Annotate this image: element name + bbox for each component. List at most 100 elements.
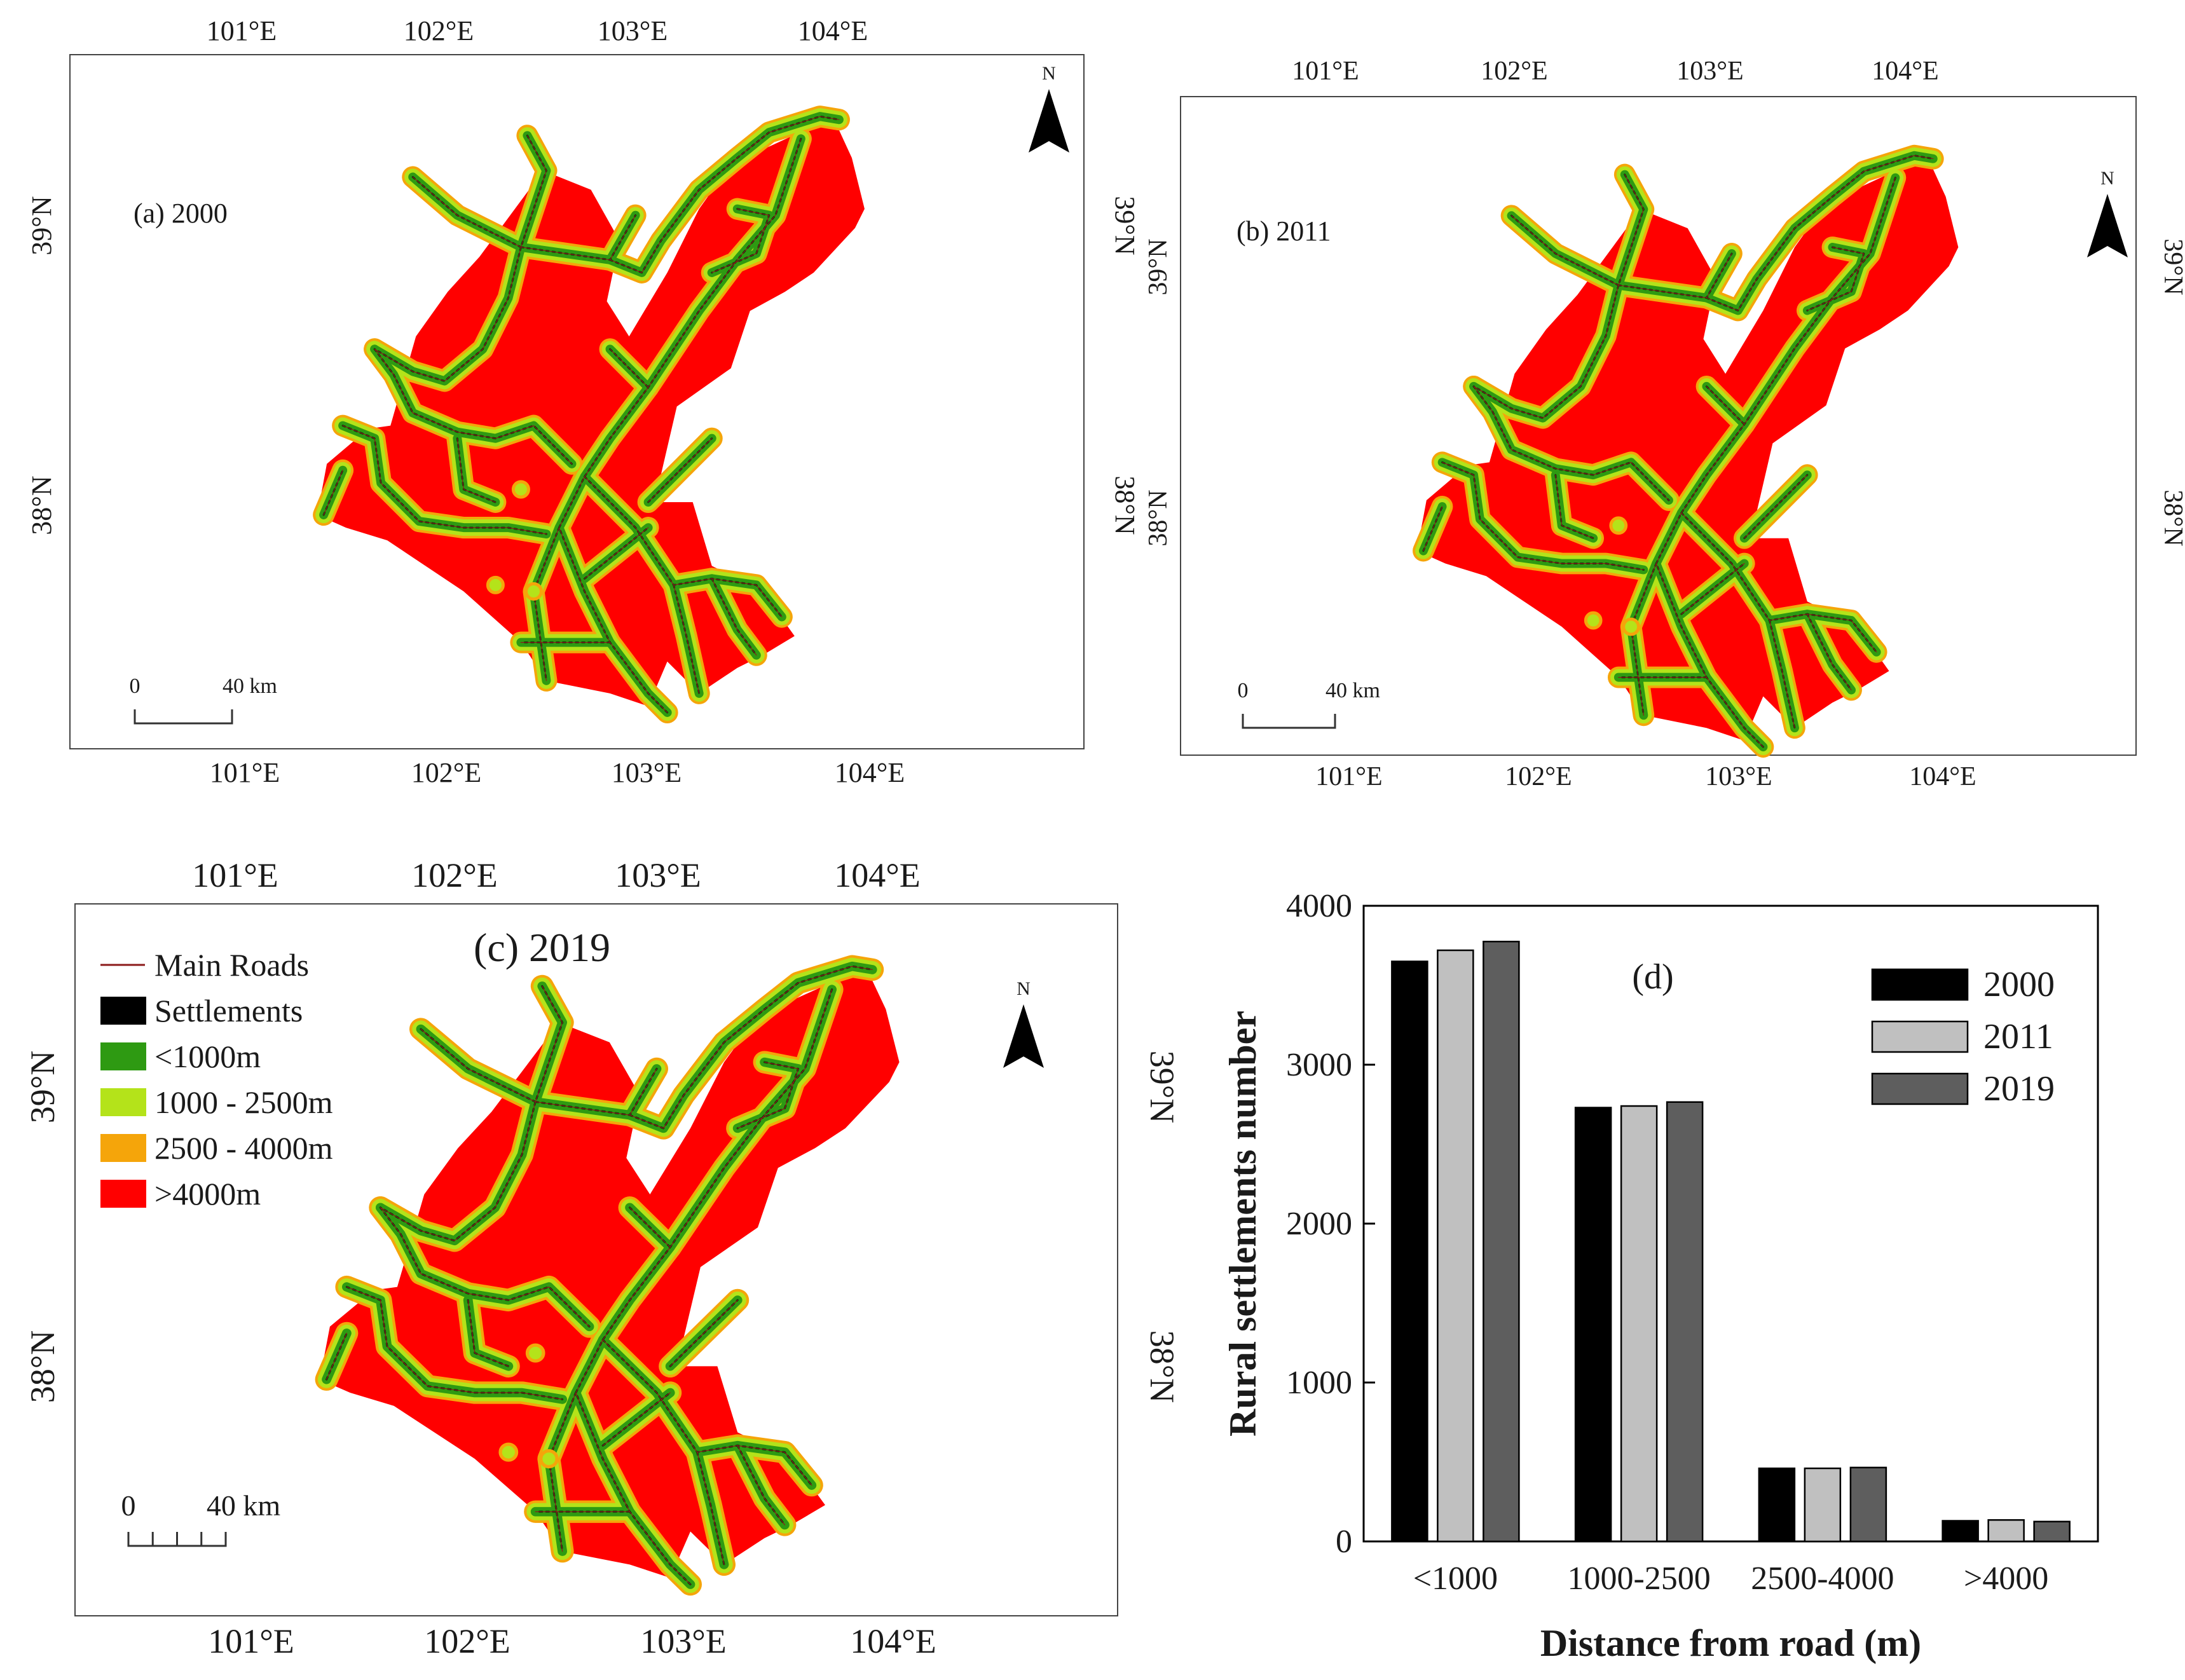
lat-tick-right: 39°N (1109, 196, 1140, 255)
buffer-spot (1584, 611, 1603, 630)
x-tick-label: >4000 (1964, 1560, 2048, 1597)
legend-label: >4000m (154, 1176, 261, 1212)
lon-tick-bottom: 101°E (210, 757, 280, 788)
legend-label: Main Roads (154, 947, 309, 983)
map-panel-3: 101°E 101°E 102°E 102°E 103°E 103°E 104°E 104°E… (24, 856, 1181, 1660)
legend-swatch (100, 1134, 146, 1162)
buffer-spot (511, 480, 530, 499)
map-body (1417, 156, 1959, 747)
scale-length: 40 km (1325, 679, 1380, 702)
lat-tick-right: 38°N (2158, 489, 2185, 546)
x-tick-label: <1000 (1413, 1560, 1498, 1597)
lon-tick-top: 101°E (1292, 57, 1359, 86)
bar (1804, 1467, 1842, 1543)
map-panel-2: 101°E 101°E 102°E 102°E 103°E 103°E 104°E 104°E… (1144, 57, 2185, 791)
legend-label: 1000 - 2500m (154, 1084, 333, 1120)
panel-label: (a) 2000 (134, 198, 228, 229)
lat-tick-left: 39°N (26, 196, 57, 255)
legend-label: <1000m (154, 1039, 261, 1074)
chart-legend-swatch (1871, 1020, 1969, 1053)
lon-tick-top: 102°E (404, 15, 474, 46)
north-arrow-icon (1029, 89, 1069, 153)
map-legend: Main Roads Settlements <1000m 1000 - 2500m 2… (100, 947, 333, 1212)
map-body (317, 116, 865, 713)
bar (1666, 1101, 1704, 1543)
lat-tick-right: 38°N (1143, 1330, 1181, 1403)
lon-tick-bottom: 101°E (1315, 762, 1382, 791)
chart-legend-label: 2011 (1983, 1017, 2053, 1056)
scale-zero: 0 (130, 674, 140, 698)
buffer-spot (1609, 516, 1628, 535)
lat-tick-right: 39°N (2158, 238, 2185, 295)
y-tick-label: 2000 (1286, 1206, 1352, 1242)
bar (1849, 1466, 1887, 1543)
lon-tick-bottom: 103°E (1705, 762, 1772, 791)
chart-legend-swatch (1871, 968, 1969, 1001)
bar (1942, 1520, 1979, 1543)
north-label: N (1017, 978, 1031, 999)
x-axis-label: Distance from road (m) (1540, 1622, 1921, 1664)
map-panel-1: 101°E 101°E 102°E 102°E 103°E 103°E 104°E 104°E… (26, 15, 1140, 788)
chart-legend-label: 2019 (1983, 1069, 2055, 1109)
lon-tick-top: 103°E (1676, 57, 1743, 86)
bar (1620, 1105, 1658, 1543)
lon-tick-top: 102°E (1481, 57, 1547, 86)
panel-label: (c) 2019 (474, 925, 610, 970)
x-tick-label: 1000-2500 (1567, 1560, 1710, 1597)
scale-length: 40 km (207, 1489, 281, 1522)
scale-bar (1242, 714, 1336, 729)
bar (1758, 1467, 1796, 1543)
lon-tick-bottom: 102°E (411, 757, 481, 788)
lon-tick-bottom: 104°E (1909, 762, 1976, 791)
lon-tick-top: 104°E (1872, 57, 1938, 86)
bar (1987, 1519, 2025, 1543)
chart-legend-swatch (1871, 1072, 1969, 1105)
y-tick-label: 0 (1336, 1524, 1352, 1560)
y-tick-label: 1000 (1286, 1365, 1352, 1401)
lon-tick-top: 104°E (798, 15, 868, 46)
lon-tick-top: 103°E (615, 856, 701, 894)
lat-tick-left: 39°N (24, 1051, 62, 1124)
lon-tick-bottom: 102°E (1505, 762, 1572, 791)
lon-tick-top: 104°E (834, 856, 921, 894)
buffer-spot (525, 1343, 545, 1363)
lat-tick-left: 39°N (1144, 238, 1173, 295)
lon-tick-bottom: 103°E (612, 757, 682, 788)
north-arrow-icon (2087, 194, 2128, 257)
chart-legend-label: 2000 (1983, 965, 2055, 1004)
bar (1483, 941, 1520, 1543)
legend-label: 2500 - 4000m (154, 1130, 333, 1166)
bar (1574, 1107, 1612, 1543)
chart-panel-label: (d) (1632, 957, 1673, 997)
lat-tick-left: 38°N (1144, 489, 1173, 546)
lat-tick-right: 38°N (1109, 475, 1140, 535)
buffer-spot (1622, 617, 1640, 636)
scale-zero: 0 (121, 1489, 136, 1522)
lat-tick-left: 38°N (26, 475, 57, 535)
bar-chart: 0 1000 2000 3000 4000 <1000 1000-2500 2500-4000… (1222, 888, 2099, 1664)
lon-tick-top: 103°E (598, 15, 668, 46)
y-axis-label: Rural settlements number (1222, 1011, 1264, 1437)
scale-bar (134, 709, 233, 725)
lat-tick-right: 39°N (1143, 1051, 1181, 1124)
north-label: N (1042, 63, 1056, 84)
legend-swatch (100, 1180, 146, 1208)
buffer-spot (524, 582, 543, 601)
lon-tick-bottom: 102°E (424, 1622, 510, 1660)
lon-tick-top: 102°E (411, 856, 498, 894)
buffer-spot (539, 1449, 559, 1469)
lon-tick-bottom: 104°E (850, 1622, 936, 1660)
lon-tick-bottom: 104°E (835, 757, 905, 788)
legend-swatch (100, 1088, 146, 1116)
north-label: N (2100, 168, 2114, 189)
legend-swatch (100, 997, 146, 1025)
lon-tick-top: 101°E (192, 856, 278, 894)
map-body (320, 966, 900, 1584)
legend-swatch (100, 1042, 146, 1070)
lat-tick-left: 38°N (24, 1330, 62, 1403)
lon-tick-bottom: 103°E (640, 1622, 727, 1660)
panel-label: (b) 2011 (1236, 215, 1331, 247)
buffer-spot (498, 1442, 519, 1462)
lon-tick-top: 101°E (207, 15, 277, 46)
